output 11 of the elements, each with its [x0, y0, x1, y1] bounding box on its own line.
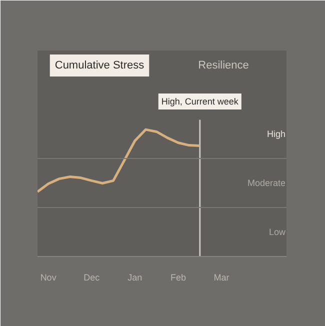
annotation: High — [266, 129, 286, 139]
x-tick-label: Feb — [170, 272, 186, 282]
text: Cumulative Stress — [54, 60, 145, 72]
x-tick-label: Dec — [84, 272, 100, 282]
text: Resilience — [198, 60, 249, 72]
x-tick-label: Jan — [128, 272, 142, 282]
text: High, Current week — [161, 96, 238, 106]
annotation: Low — [268, 227, 286, 237]
x-tick-label: Nov — [40, 272, 57, 282]
annotation: Moderate — [247, 178, 286, 188]
x-tick-label: Mar — [214, 272, 230, 282]
